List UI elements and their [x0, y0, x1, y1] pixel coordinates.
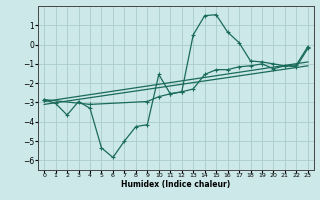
X-axis label: Humidex (Indice chaleur): Humidex (Indice chaleur)	[121, 180, 231, 189]
